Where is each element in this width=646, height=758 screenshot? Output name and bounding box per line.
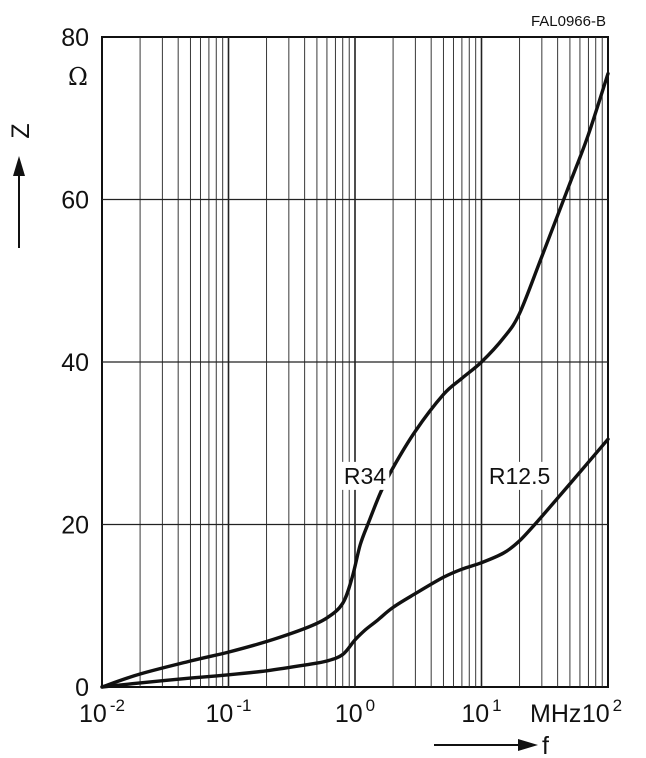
y-axis-title: Z — [7, 123, 35, 248]
curves — [100, 71, 610, 689]
y-axis-arrow-head — [13, 156, 25, 176]
x-tick-label: 10 2 — [582, 696, 622, 728]
y-tick-label: 60 — [61, 187, 89, 215]
x-axis-title: f — [434, 732, 549, 758]
y-tick-label: 40 — [61, 349, 89, 377]
x-tick-label: 10 1 — [461, 696, 501, 728]
y-tick-label: 0 — [75, 674, 89, 702]
y-tick-label: 20 — [61, 512, 89, 540]
figure-code: FAL0966-B — [531, 13, 606, 30]
series-line-r34 — [100, 71, 610, 689]
grid — [101, 36, 609, 688]
curve-label-background — [340, 461, 390, 490]
curve-label-background — [485, 461, 554, 490]
y-tick-label: 80 — [61, 24, 89, 52]
curve-label: R12.5 — [489, 463, 550, 489]
curve-labels: R34 R12.5 — [340, 461, 554, 490]
x-axis-label: f — [542, 732, 549, 758]
x-axis-unit: MHz — [530, 700, 581, 728]
curve-label: R34 — [344, 463, 386, 489]
series-line-r12-5 — [100, 437, 610, 689]
x-tick-label: 10 -1 — [206, 696, 252, 728]
x-axis-arrow-head — [518, 739, 538, 751]
x-tick-label: 10 0 — [335, 696, 375, 728]
y-axis-unit: Ω — [68, 63, 88, 91]
tick-labels: 0 20 40 60 80 10 -2 10 -1 10 0 10 1 10 2 — [61, 24, 622, 728]
y-axis-label: Z — [7, 123, 35, 138]
x-tick-label: 10 -2 — [79, 696, 125, 728]
